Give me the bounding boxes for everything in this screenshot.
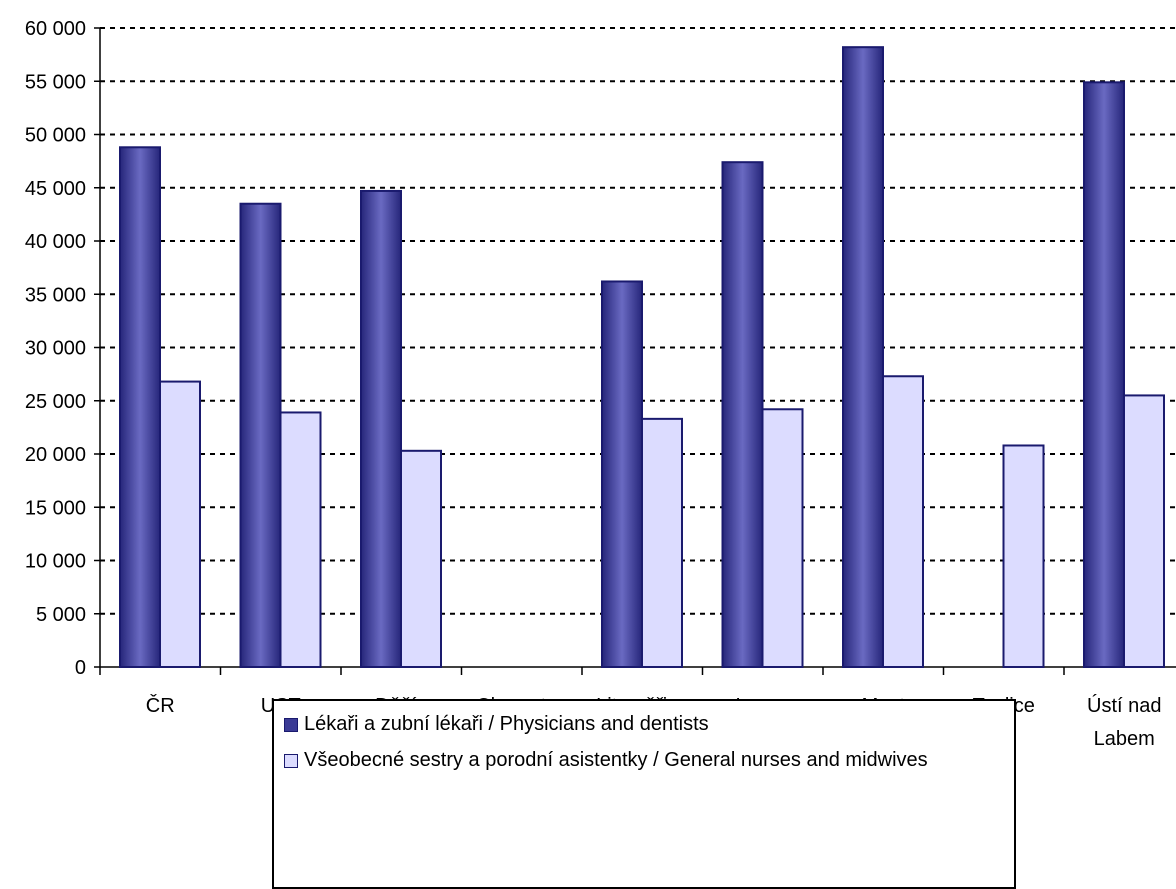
y-tick-label: 50 000 xyxy=(25,125,86,147)
legend-label-physicians: Lékaři a zubní lékaři / Physicians and d… xyxy=(304,713,709,735)
y-tick-label: 5 000 xyxy=(36,604,86,626)
bar-physicians xyxy=(601,280,643,668)
y-tick-label: 40 000 xyxy=(25,231,86,253)
bar-nurses xyxy=(882,375,924,668)
y-tick-label: 35 000 xyxy=(25,284,86,306)
bar-physicians xyxy=(119,146,161,668)
y-tick-label: 20 000 xyxy=(25,444,86,466)
bar-physicians xyxy=(239,202,282,668)
y-tick-label: 60 000 xyxy=(25,18,86,40)
y-tick-label: 30 000 xyxy=(25,338,86,360)
bars xyxy=(119,46,1165,669)
bar-physicians xyxy=(842,46,884,669)
bar-physicians xyxy=(360,189,402,668)
y-tick-label: 15 000 xyxy=(25,497,86,519)
x-tick-label: Labem xyxy=(1094,728,1155,750)
bar-nurses xyxy=(1002,444,1045,669)
y-tick-label: 0 xyxy=(75,657,86,679)
y-tick-label: 45 000 xyxy=(25,178,86,200)
bar-nurses xyxy=(159,380,201,668)
x-tick-label: Ústí nad xyxy=(1087,694,1161,717)
legend-swatch-physicians xyxy=(284,717,298,732)
bar-nurses xyxy=(641,417,683,669)
bar-nurses xyxy=(279,411,322,668)
legend-label-nurses: Všeobecné sestry a porodní asistentky / … xyxy=(304,749,928,771)
x-tick-label: ČR xyxy=(146,694,175,717)
legend-item-physicians: Lékaři a zubní lékaři / Physicians and d… xyxy=(284,713,709,736)
legend: Lékaři a zubní lékaři / Physicians and d… xyxy=(272,699,1016,889)
y-tick-label: 10 000 xyxy=(25,551,86,573)
bar-physicians xyxy=(721,161,764,668)
y-tick-label: 55 000 xyxy=(25,71,86,93)
bar-nurses xyxy=(400,449,442,668)
bar-nurses xyxy=(761,408,804,668)
legend-item-nurses: Všeobecné sestry a porodní asistentky / … xyxy=(284,749,928,772)
bar-nurses xyxy=(1123,394,1165,668)
bar-physicians xyxy=(1083,81,1125,668)
legend-swatch-nurses xyxy=(284,753,298,768)
y-tick-label: 25 000 xyxy=(25,391,86,413)
